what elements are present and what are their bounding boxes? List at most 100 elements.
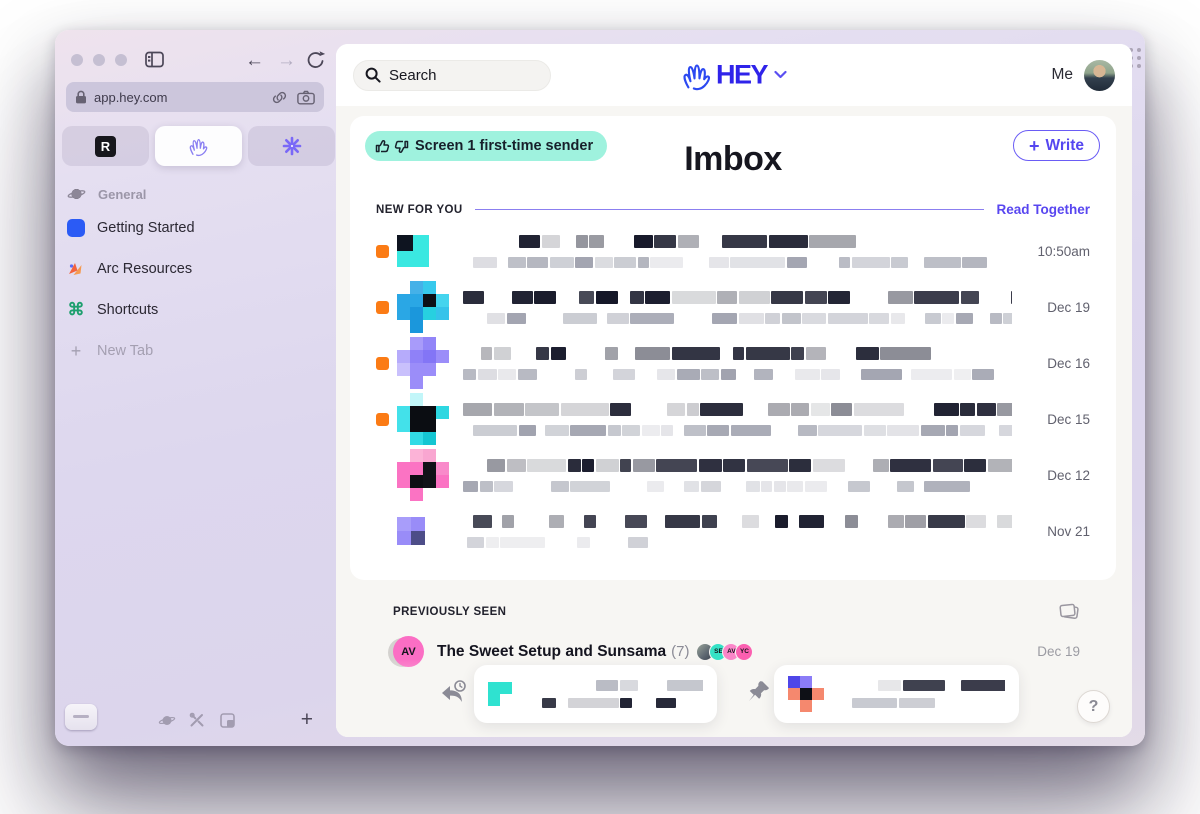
- redacted-text-line: [842, 698, 1005, 708]
- spaces-planet-icon[interactable]: [158, 713, 176, 728]
- redacted-text-line: [542, 698, 703, 708]
- redacted-block: [656, 458, 697, 472]
- hey-logo-menu[interactable]: HEY: [681, 59, 787, 92]
- redacted-text-line: [463, 256, 1012, 268]
- email-list: 10:50am Dec 19 Dec 16 Dec 15 Dec 12 Nov 21: [350, 217, 1116, 559]
- avatar-cell: [436, 475, 449, 488]
- tab-hey-active[interactable]: [155, 126, 242, 166]
- email-row[interactable]: Dec 16: [376, 335, 1090, 391]
- redacted-block: [629, 290, 644, 304]
- tools-icon[interactable]: [189, 712, 205, 728]
- avatar-cell: [410, 432, 423, 445]
- reply-later-tray[interactable]: [474, 665, 717, 723]
- address-bar[interactable]: app.hey.com: [66, 82, 324, 112]
- redacted-block: [657, 368, 676, 380]
- redacted-block: [720, 368, 736, 380]
- sidebar-toggle-icon[interactable]: [145, 51, 164, 68]
- email-row[interactable]: Nov 21: [376, 503, 1090, 559]
- sidebar-item-arc-resources[interactable]: Arc Resources: [67, 257, 317, 281]
- zoom-window-button[interactable]: [115, 54, 127, 66]
- write-button[interactable]: + Write: [1013, 130, 1100, 161]
- avatar-cell: [397, 235, 413, 251]
- avatar-cell: [423, 337, 436, 350]
- search-icon: [365, 67, 381, 83]
- avatar-cell: [397, 432, 410, 445]
- redacted-block: [493, 346, 511, 360]
- unread-marker: [376, 244, 389, 258]
- avatar-cell: [397, 462, 410, 475]
- avatar-cell: [410, 462, 423, 475]
- redacted-block: [630, 312, 675, 324]
- screenshot-icon[interactable]: [297, 90, 315, 105]
- redacted-block: [500, 536, 545, 548]
- me-label: Me: [1051, 66, 1073, 83]
- refresh-icon[interactable]: [307, 50, 325, 70]
- browser-window: ← → app.hey.com R: [55, 30, 1145, 746]
- tab-flower[interactable]: [248, 126, 335, 166]
- previously-seen-section: PREVIOUSLY SEEN AV The Sweet Setup and S…: [350, 602, 1116, 667]
- web-content-area: Search HEY Me: [335, 30, 1145, 746]
- redacted-block: [960, 402, 976, 416]
- close-window-button[interactable]: [71, 54, 83, 66]
- avatar-cell: [423, 294, 436, 307]
- sender-avatar: [397, 449, 453, 501]
- email-row[interactable]: Dec 19: [376, 279, 1090, 335]
- search-input[interactable]: Search: [353, 59, 551, 91]
- redacted-block: [960, 290, 979, 304]
- card-stack-icon[interactable]: [1058, 602, 1080, 621]
- flower-icon: [282, 136, 301, 156]
- redacted-block: [976, 402, 996, 416]
- email-row[interactable]: Dec 15: [376, 391, 1090, 447]
- avatar-cell: [436, 488, 449, 501]
- read-together-link[interactable]: Read Together: [996, 202, 1090, 217]
- screener-badge[interactable]: Screen 1 first-time sender: [365, 131, 608, 161]
- redacted-block: [863, 424, 886, 436]
- redacted-block: [804, 480, 827, 492]
- avatar-cell: [423, 320, 436, 333]
- copy-link-icon[interactable]: [271, 89, 288, 106]
- minimize-window-button[interactable]: [93, 54, 105, 66]
- tab-r[interactable]: R: [62, 126, 149, 166]
- set-aside-pin-icon: [746, 679, 772, 706]
- redacted-block: [549, 514, 565, 528]
- avatar-cell: [397, 337, 410, 350]
- redacted-block: [789, 458, 811, 472]
- redacted-block: [708, 256, 729, 268]
- redacted-block: [942, 312, 955, 324]
- avatar-cell: [410, 475, 423, 488]
- set-aside-tray[interactable]: [774, 665, 1019, 723]
- space-switcher-button[interactable]: [65, 704, 97, 730]
- redacted-block: [487, 312, 505, 324]
- new-tab-plus-icon[interactable]: +: [300, 708, 313, 731]
- sidebar-item-general[interactable]: General: [67, 182, 317, 206]
- avatar-cell: [423, 376, 436, 389]
- avatar-cell: [410, 281, 423, 294]
- command-icon: ⌘: [67, 300, 85, 319]
- redacted-block: [887, 290, 913, 304]
- back-icon[interactable]: ←: [245, 50, 264, 71]
- avatar-cell: [410, 376, 423, 389]
- avatar[interactable]: [1084, 59, 1115, 91]
- redacted-block: [463, 368, 476, 380]
- redacted-block: [962, 256, 988, 268]
- sidebar-item-getting-started[interactable]: Getting Started: [67, 216, 317, 240]
- forward-icon[interactable]: →: [277, 50, 296, 71]
- email-row-previously-seen[interactable]: AV The Sweet Setup and Sunsama (7) SE AV…: [350, 636, 1116, 667]
- library-icon[interactable]: [220, 713, 235, 728]
- email-row[interactable]: 10:50am: [376, 223, 1090, 279]
- email-row[interactable]: Dec 12: [376, 447, 1090, 503]
- sidebar-item-new-tab[interactable]: + New Tab: [67, 339, 317, 363]
- window-controls[interactable]: [71, 54, 127, 66]
- avatar-cell: [436, 294, 449, 307]
- help-button[interactable]: ?: [1077, 690, 1110, 723]
- browser-sidebar: ← → app.hey.com R: [55, 30, 335, 746]
- redacted-block: [891, 256, 909, 268]
- redacted-block: [507, 256, 526, 268]
- avatar-cell: [397, 363, 410, 376]
- avatar-cell: [788, 700, 800, 712]
- sidebar-item-label: Shortcuts: [97, 302, 159, 318]
- redacted-block: [622, 424, 641, 436]
- redacted-block: [612, 368, 635, 380]
- sidebar-item-shortcuts[interactable]: ⌘ Shortcuts: [67, 298, 317, 322]
- account-menu[interactable]: Me: [1051, 59, 1115, 91]
